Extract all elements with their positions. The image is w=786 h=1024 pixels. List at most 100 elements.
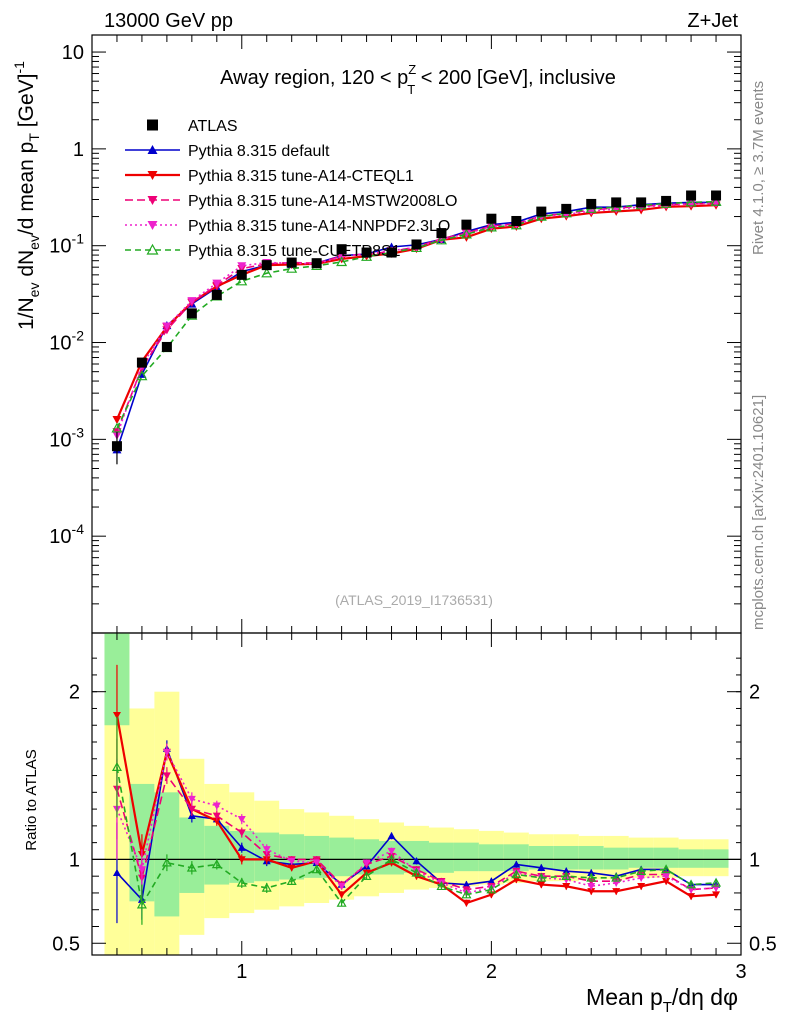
header-left: 13000 GeV pp — [104, 10, 233, 32]
lower-ytick-label-right: 0.5 — [749, 933, 777, 955]
upper-point-pythia-8-315-tune-a14-nnpdf2-3lo — [187, 297, 197, 306]
ratio-point-pythia-8-315-tune-cuetp8s1 — [286, 875, 297, 886]
data-point — [261, 260, 272, 271]
ratio-point-pythia-8-315-tune-a14-nnpdf2-3lo — [237, 815, 246, 824]
data-point — [511, 215, 522, 226]
band-green — [603, 847, 629, 870]
ratio-point-pythia-8-315-tune-cuetp8s1 — [611, 872, 622, 882]
ratio-point-pythia-8-315-tune-a14-mstw2008lo — [237, 829, 246, 837]
ratio-point-pythia-8-315-tune-a14-cteql1 — [262, 856, 271, 864]
band-green — [678, 849, 704, 868]
xlabel-a: Mean p — [586, 984, 663, 1010]
band-green — [703, 849, 729, 868]
ratio-point-pythia-8-315-tune-cuetp8s1 — [486, 884, 497, 894]
ratio-point-pythia-8-315-tune-a14-cteql1 — [587, 888, 596, 896]
data-point — [236, 269, 247, 280]
lower-ytick-label-left: 2 — [69, 682, 80, 704]
band-green — [628, 847, 654, 868]
data-point — [636, 197, 647, 208]
data-point — [461, 219, 472, 230]
ratio-point-pythia-8-315-tune-a14-nnpdf2-3lo — [637, 874, 646, 882]
upper-ytick-label: 10-1 — [49, 231, 84, 258]
ratio-point-pythia-8-315-tune-cuetp8s1 — [386, 854, 397, 864]
upper-ylabel: 1/Nev dNev/d mean pT [GeV]-1 — [11, 61, 42, 330]
xlabel: Mean pT/dη dφ — [586, 984, 738, 1016]
ratio-point-pythia-8-315-tune-cuetp8s1 — [161, 857, 172, 867]
ylabel-b: dN — [15, 250, 38, 283]
ylabel-d-sup: -1 — [11, 61, 27, 74]
ratio-point-pythia-8-315-default — [237, 843, 246, 851]
upper-point-pythia-8-315-tune-cuetp8s1 — [710, 195, 722, 206]
ratio-point-pythia-8-315-tune-cuetp8s1 — [711, 877, 722, 887]
ratio-point-pythia-8-315-tune-a14-cteql1 — [637, 883, 646, 891]
legend-marker-atlas — [147, 119, 158, 131]
ratio-point-pythia-8-315-tune-a14-cteql1 — [237, 856, 246, 864]
ratio-point-pythia-8-315-tune-a14-cteql1 — [287, 864, 296, 872]
ratio-point-pythia-8-315-default — [387, 831, 396, 840]
upper-ytick-label: 10-2 — [49, 328, 84, 355]
ratio-point-pythia-8-315-tune-a14-nnpdf2-3lo — [387, 847, 396, 856]
lower-ytick-label-right: 1 — [749, 849, 760, 871]
upper-ytick-label-base: 10 — [49, 526, 71, 548]
upper-ytick-label-base: 10 — [49, 236, 71, 258]
ratio-point-pythia-8-315-default — [462, 880, 471, 888]
ratio-point-pythia-8-315-default — [537, 863, 546, 871]
ratio-point-pythia-8-315-tune-a14-mstw2008lo — [212, 812, 221, 820]
ylabel-b-sub: ev — [26, 235, 42, 250]
upper-point-pythia-8-315-tune-cuetp8s1 — [485, 221, 497, 232]
band-green — [428, 842, 454, 873]
xtick-label: 1 — [236, 961, 247, 983]
ratio-point-pythia-8-315-tune-a14-nnpdf2-3lo — [262, 846, 271, 854]
band-green — [453, 842, 479, 872]
data-point — [361, 247, 372, 258]
upper-point-pythia-8-315-tune-cuetp8s1 — [435, 234, 447, 245]
ratio-point-pythia-8-315-tune-cuetp8s1 — [636, 865, 647, 875]
ratio-point-pythia-8-315-default — [562, 867, 571, 875]
ratio-point-pythia-8-315-tune-a14-cteql1 — [712, 891, 721, 899]
ratio-point-pythia-8-315-tune-a14-nnpdf2-3lo — [162, 748, 171, 757]
legend-marker-pythia-8-315-tune-cuetp8s1 — [146, 243, 159, 255]
title-pre: Away region, 120 < p — [220, 67, 408, 89]
ratio-point-pythia-8-315-tune-cuetp8s1 — [336, 897, 347, 907]
ratio-point-pythia-8-315-tune-cuetp8s1 — [536, 872, 547, 882]
upper-ytick-label-base: 10 — [49, 333, 71, 355]
data-point — [486, 213, 497, 224]
ratio-point-pythia-8-315-tune-a14-mstw2008lo — [262, 851, 271, 859]
legend-label-pythia-8-315-tune-a14-mstw2008lo: Pythia 8.315 tune-A14-MSTW2008LO — [188, 193, 457, 210]
ratio-point-pythia-8-315-tune-a14-nnpdf2-3lo — [337, 883, 346, 891]
band-green — [553, 845, 579, 870]
data-point — [436, 228, 447, 239]
title-post: < 200 [GeV], inclusive — [415, 67, 616, 89]
data-point — [661, 195, 672, 206]
data-point — [111, 441, 122, 452]
data-point — [411, 239, 422, 250]
ratio-point-pythia-8-315-default — [512, 860, 521, 868]
band-green — [653, 847, 679, 868]
legend-marker-pythia-8-315-tune-a14-mstw2008lo — [147, 196, 158, 205]
rivet-text: Rivet 4.1.0, ≥ 3.7M events — [750, 81, 767, 255]
ratio-point-pythia-8-315-tune-a14-nnpdf2-3lo — [212, 802, 221, 810]
upper-ytick-label-exp: -2 — [72, 328, 85, 344]
band-green — [578, 845, 604, 870]
ylabel-d: [GeV] — [15, 74, 38, 134]
band-green — [478, 844, 504, 872]
lower-panel: 1 2 30.5 0.51 12 2 — [52, 35, 777, 983]
upper-point-pythia-8-315-tune-cuetp8s1 — [685, 196, 697, 207]
data-point — [161, 341, 172, 352]
data-point — [211, 289, 222, 300]
title-sub: T — [407, 82, 415, 97]
data-point — [386, 247, 397, 258]
upper-ytick-label: 10-3 — [49, 424, 84, 451]
upper-ytick-label-exp: -1 — [72, 231, 85, 247]
ratio-point-pythia-8-315-tune-a14-cteql1 — [537, 881, 546, 889]
ratio-point-pythia-8-315-tune-a14-cteql1 — [112, 711, 121, 720]
mcplots-text: mcplots.cern.ch [arXiv:2401.10621] — [750, 395, 767, 630]
data-point — [686, 190, 697, 201]
band-green — [179, 817, 205, 893]
ratio-point-pythia-8-315-tune-a14-cteql1 — [612, 888, 621, 896]
data-point — [286, 257, 297, 268]
upper-point-pythia-8-315-tune-cuetp8s1 — [261, 267, 273, 278]
ratio-point-pythia-8-315-tune-cuetp8s1 — [461, 889, 472, 899]
data-point — [561, 203, 572, 214]
upper-ytick-label-base: 10 — [62, 42, 84, 64]
